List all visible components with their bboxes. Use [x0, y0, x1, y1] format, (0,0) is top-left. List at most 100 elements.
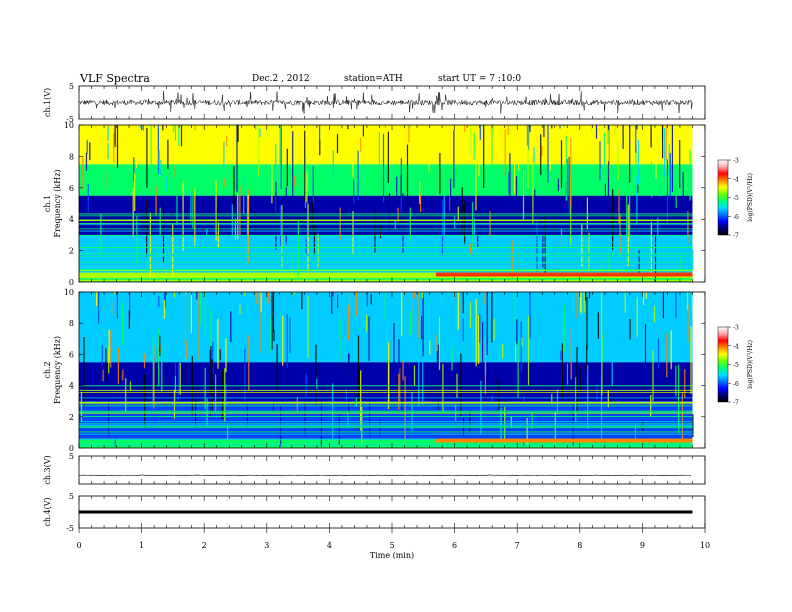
spectrogram-streak [655, 148, 657, 179]
spectrogram-streak [470, 125, 472, 155]
spectrogram-streak [325, 125, 327, 129]
spectrogram-streak [302, 172, 305, 182]
spectrogram-streak [248, 335, 250, 391]
spectrogram-streak [679, 256, 681, 269]
spectrogram-streak [515, 176, 518, 221]
spectrogram-streak [226, 135, 228, 147]
ch1-colorbar [717, 159, 729, 236]
xtick-label: 0 [76, 541, 81, 550]
spectrogram-streak [276, 344, 278, 393]
spectrogram-streak [101, 345, 103, 365]
spectrogram-streak [601, 292, 603, 333]
spectrogram-streak [304, 155, 307, 208]
spectrogram-streak [611, 338, 613, 386]
spectrogram-streak [636, 125, 638, 130]
spectrogram-streak [114, 292, 116, 295]
spectrogram-streak [268, 292, 270, 303]
spectrogram-streak [624, 292, 626, 313]
spectrogram-streak [111, 302, 113, 315]
spectrogram-streak [472, 202, 474, 250]
ytick-label: 6 [69, 184, 74, 193]
spectrogram-streak [279, 125, 281, 165]
spectrogram-streak [529, 292, 531, 339]
spectrogram-streak [508, 172, 510, 194]
spectrogram-streak [411, 292, 413, 335]
spectrogram-streak [534, 189, 536, 201]
ytick-label: 10 [64, 121, 74, 130]
spectrogram-streak [347, 125, 349, 130]
spectrogram-streak [601, 333, 603, 396]
spectrogram-band [79, 362, 693, 402]
spectrogram-streak [435, 334, 437, 353]
spectrogram-streak [158, 149, 160, 175]
spectrogram-streak [157, 125, 159, 174]
spectrogram-streak [352, 211, 354, 256]
spectrogram-streak [398, 373, 400, 410]
spectrogram-streak [560, 228, 563, 245]
spectrogram-streak [195, 393, 197, 427]
spectrogram-streak [556, 389, 559, 415]
spectrogram-streak [331, 292, 333, 314]
spectrogram-streak [620, 234, 622, 263]
ytick-label: 5 [69, 452, 74, 461]
xtick-label: 9 [640, 541, 645, 550]
spectrogram-streak [97, 375, 99, 403]
colorbar-tick-label: -3 [733, 325, 739, 332]
spectrogram-streak [244, 292, 246, 296]
spectrogram-streak [158, 296, 160, 307]
spectrogram-streak [204, 292, 206, 337]
spectrogram-streak [591, 125, 593, 132]
spectrogram-streak [160, 159, 162, 177]
spectrogram-streak [134, 173, 136, 212]
spectrogram-streak [379, 226, 382, 239]
spectrogram-streak [177, 361, 179, 404]
spectrogram-streak [587, 365, 589, 430]
spectrogram-streak [475, 141, 477, 211]
spectrogram-streak [378, 132, 380, 183]
spectrogram-streak [662, 292, 664, 319]
spectrogram-streak [690, 292, 693, 312]
spectrogram-streak [82, 155, 84, 191]
spectrogram-streak [557, 178, 559, 192]
spectrogram-streak [185, 363, 187, 386]
spectrogram-streak [271, 139, 273, 204]
spectrogram-streak [190, 192, 192, 223]
spectrogram-streak [509, 125, 511, 133]
spectrogram-streak [566, 363, 569, 385]
spectrogram-streak [352, 163, 354, 178]
spectrogram-streak [586, 345, 588, 372]
spectrogram-streak [96, 292, 98, 306]
spectrogram-streak [216, 207, 218, 232]
spectrogram-streak [685, 171, 687, 191]
spectrogram-streak [586, 297, 588, 350]
spectrogram-streak [280, 125, 282, 189]
spectrogram-streak [180, 125, 183, 147]
spectrogram-streak [536, 218, 538, 272]
spectrogram-streak [413, 292, 415, 299]
xtick-label: 3 [264, 541, 269, 550]
spectrogram-streak [588, 232, 590, 271]
spectrogram-streak [410, 407, 412, 421]
spectrogram-streak [473, 132, 475, 160]
spectrogram-streak [99, 292, 101, 310]
spectrogram-streak [599, 141, 601, 181]
spectrogram-streak [484, 292, 486, 305]
spectrogram-streak [272, 292, 275, 333]
spectrogram-streak [301, 292, 303, 310]
spectrogram-streak [221, 370, 223, 419]
spectrogram-streak [271, 292, 273, 350]
spectrogram-streak [650, 125, 652, 148]
spectrogram-streak [636, 176, 638, 226]
spectrogram-streak [296, 397, 298, 413]
spectrogram-streak [572, 292, 574, 327]
spectrogram-streak [682, 171, 684, 205]
spectrogram-streak [163, 300, 166, 319]
spectrogram-streak [259, 128, 261, 137]
spectrogram-streak [493, 318, 495, 341]
spectrogram-streak [153, 346, 155, 409]
spectrogram-streak [684, 369, 686, 398]
spectrogram-streak [559, 125, 561, 129]
spectrogram-streak [143, 353, 146, 369]
spectrogram-streak [464, 125, 466, 132]
spectrogram-streak [164, 292, 166, 308]
